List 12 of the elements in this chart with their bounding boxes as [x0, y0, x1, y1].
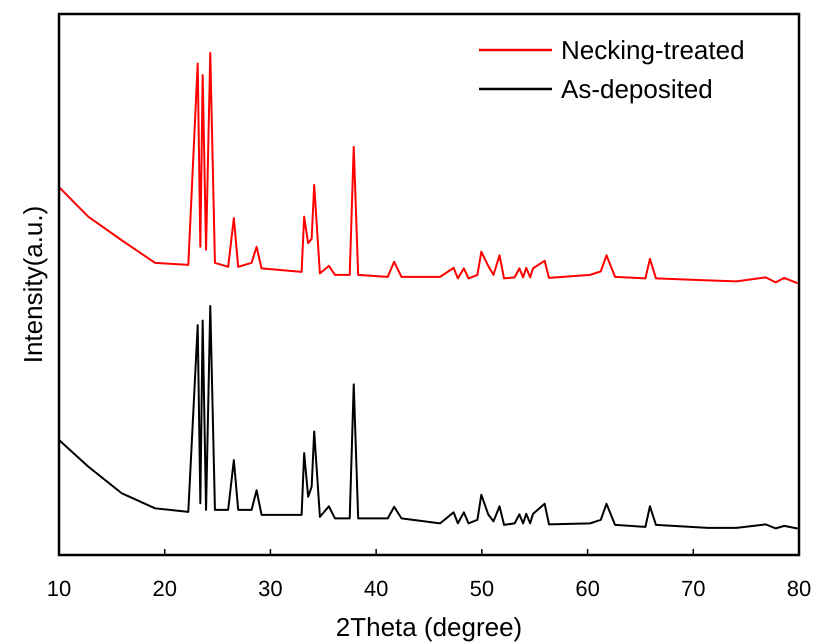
legend-label: As-deposited: [561, 74, 713, 104]
x-tick-label: 10: [46, 576, 72, 601]
x-tick-label: 20: [152, 576, 177, 601]
x-tick-label: 40: [364, 576, 388, 601]
x-tick-label: 70: [681, 576, 706, 601]
x-tick-label: 50: [470, 576, 494, 601]
x-tick-label: 30: [258, 576, 283, 601]
y-axis-title: Intensity(a.u.): [18, 206, 48, 364]
legend-label: Necking-treated: [561, 35, 745, 65]
x-axis-title: 2Theta (degree): [336, 612, 522, 642]
x-tick-label: 60: [575, 576, 600, 601]
x-tick-label: 80: [786, 576, 812, 601]
